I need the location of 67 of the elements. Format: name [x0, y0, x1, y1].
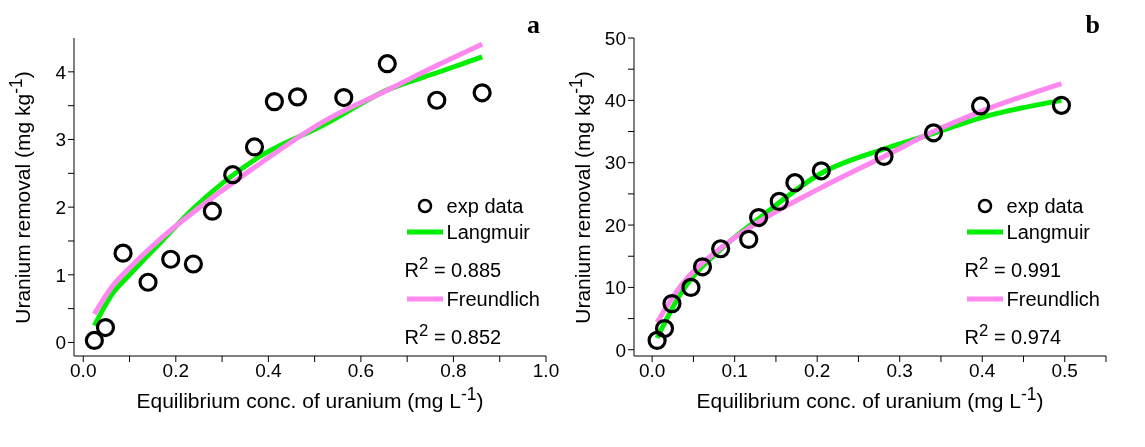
point	[769, 191, 789, 211]
point	[739, 229, 759, 249]
x-tick-label: 0.6	[347, 360, 375, 382]
legend-label: Langmuir	[1006, 219, 1090, 245]
y-tick-label: 10	[604, 277, 626, 299]
legend-label: Langmuir	[446, 219, 530, 245]
legend-label: exp data	[446, 193, 524, 219]
point	[202, 201, 222, 221]
point	[377, 54, 397, 74]
point	[749, 207, 769, 228]
point	[183, 254, 203, 274]
x-tick-label: 0.2	[803, 360, 831, 382]
point	[654, 318, 675, 339]
point	[662, 294, 682, 314]
point	[244, 137, 265, 157]
x-axis-title: Equilibrium conc. of uranium (mg L$^{-1}$)	[695, 384, 1045, 413]
x-tick-label: 0.4	[969, 360, 996, 382]
point	[970, 96, 991, 116]
legend-label: exp data	[1006, 193, 1084, 219]
annotation: R$^{2}$ = 0.991	[964, 252, 1063, 283]
point	[161, 249, 181, 269]
legend-label: Freundlich	[446, 287, 540, 313]
annotation: R$^{2}$ = 0.974	[964, 320, 1063, 350]
y-tick-label: 30	[604, 152, 626, 174]
annotation: R$^{2}$ = 0.885	[404, 252, 503, 283]
point	[138, 272, 158, 292]
x-tick-label: 0.1	[721, 360, 748, 382]
point	[287, 87, 308, 107]
y-tick-label: 1	[55, 264, 66, 286]
point	[95, 317, 116, 338]
x-tick-label: 0.2	[162, 360, 190, 382]
point	[84, 330, 104, 351]
annotation: R$^{2}$ = 0.852	[404, 320, 503, 350]
point	[711, 239, 731, 259]
y-tick-label: 50	[604, 27, 626, 49]
point	[647, 330, 667, 351]
y-tick-label: 40	[604, 90, 626, 112]
y-tick-label: 0	[55, 332, 66, 354]
point	[264, 92, 284, 112]
point	[1051, 95, 1072, 115]
chart-title: b	[1085, 10, 1100, 40]
point	[811, 161, 831, 181]
point	[785, 173, 805, 193]
point	[874, 146, 894, 167]
chart-title: a	[527, 10, 540, 40]
point	[334, 87, 354, 108]
point	[923, 123, 944, 143]
x-axis-title: Equilibrium conc. of uranium (mg L$^{-1}$)	[135, 384, 485, 413]
legend-label: Freundlich	[1006, 287, 1100, 313]
point	[681, 277, 701, 298]
y-tick-label: 4	[55, 61, 67, 83]
point	[113, 243, 133, 263]
y-tick-label: 0	[615, 339, 626, 361]
x-tick-label: 0.8	[440, 360, 467, 382]
x-tick-label: 0.0	[70, 360, 97, 382]
y-tick-label: 2	[55, 196, 66, 218]
point	[223, 165, 243, 185]
y-tick-label: 3	[55, 129, 66, 151]
x-tick-label: 0.0	[638, 360, 666, 382]
point	[472, 83, 492, 103]
x-tick-label: 1.0	[532, 360, 560, 382]
point	[427, 90, 447, 110]
x-tick-label: 0.3	[886, 360, 913, 382]
x-tick-label: 0.5	[1051, 360, 1078, 382]
x-tick-label: 0.4	[255, 360, 282, 382]
point	[692, 257, 713, 277]
y-tick-label: 20	[604, 214, 626, 236]
